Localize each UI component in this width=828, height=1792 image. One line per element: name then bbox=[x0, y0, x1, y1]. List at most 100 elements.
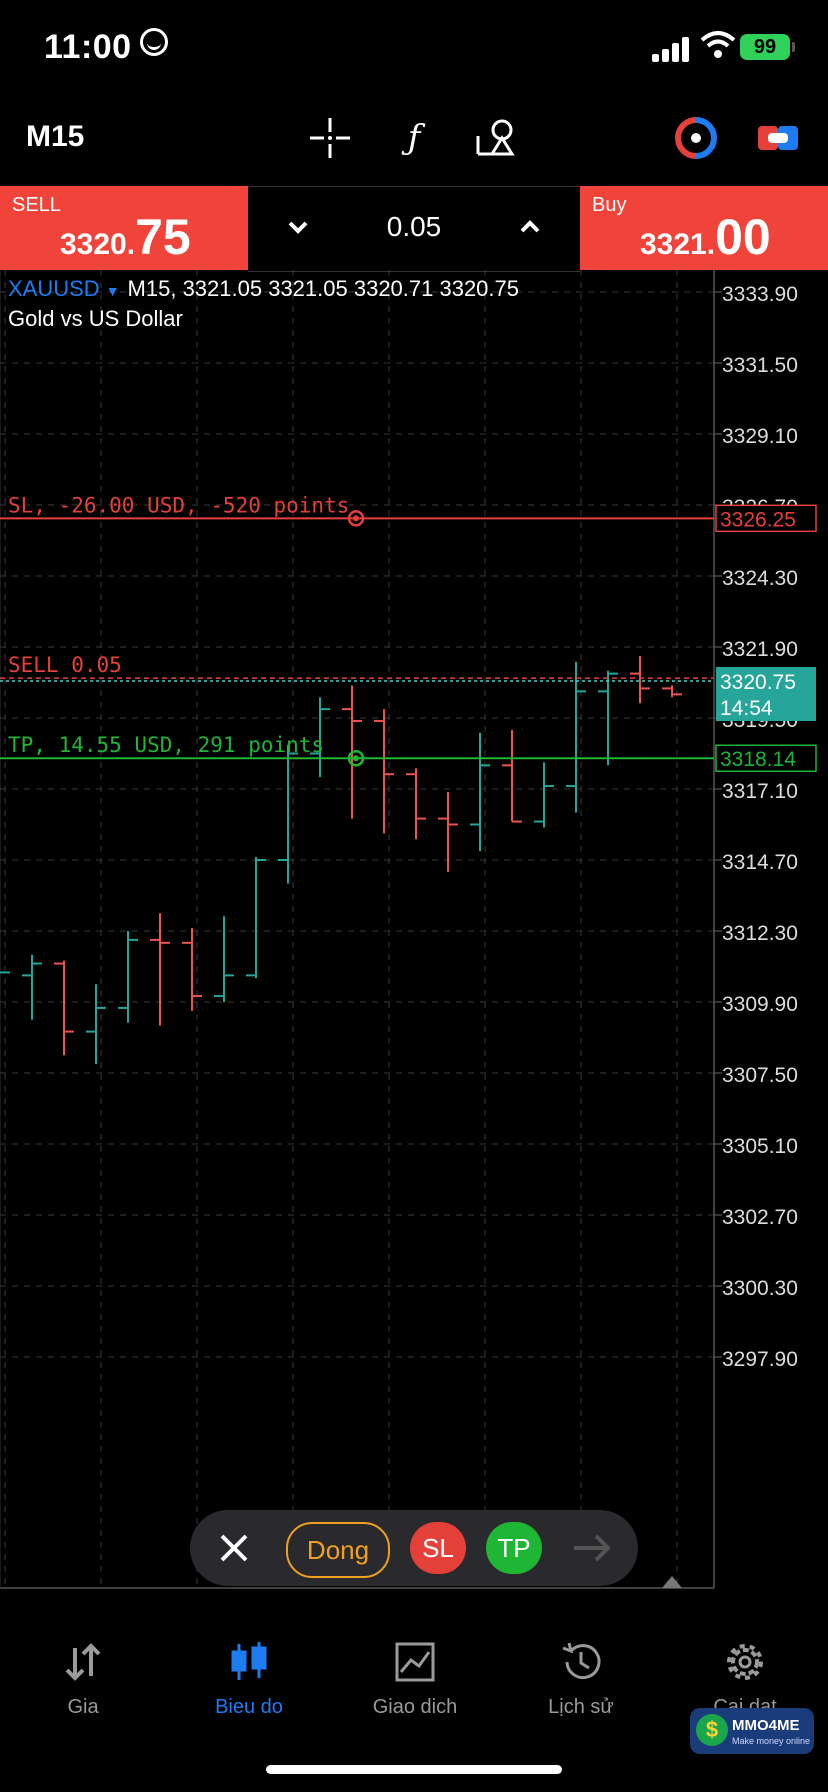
crosshair-icon[interactable] bbox=[308, 116, 352, 160]
buy-button[interactable]: Buy 3321.00 bbox=[580, 186, 828, 270]
logo-subtitle: Make money online bbox=[732, 1736, 811, 1746]
nav-label: Bieu do bbox=[215, 1696, 283, 1718]
indicators-icon[interactable]: ƒ bbox=[407, 118, 421, 158]
objects-icon[interactable] bbox=[474, 116, 518, 160]
sl-price-box bbox=[715, 504, 817, 533]
sl-handle-icon bbox=[347, 510, 365, 527]
y-tick-label: 3331.50 bbox=[722, 354, 798, 377]
tp-handle-icon bbox=[347, 749, 365, 767]
wifi-icon bbox=[700, 30, 736, 62]
sl-button[interactable]: SL bbox=[410, 1522, 466, 1574]
battery-icon: 99 bbox=[740, 34, 795, 60]
price-chart[interactable]: 3333.903331.503329.103326.703324.303321.… bbox=[0, 270, 828, 1620]
price-bar bbox=[406, 768, 426, 840]
price-bar bbox=[54, 960, 74, 1056]
chart-symbol-line: XAUUSD ▼ M15, 3321.05 3321.05 3320.71 3320… bbox=[8, 276, 519, 302]
home-indicator[interactable] bbox=[266, 1765, 562, 1774]
price-bar bbox=[22, 954, 42, 1020]
nav-chart[interactable]: Bieu do bbox=[166, 1640, 332, 1719]
y-tick-label: 3333.90 bbox=[722, 283, 798, 306]
price-bar bbox=[182, 928, 202, 1011]
nav-label: Lịch sử bbox=[548, 1696, 614, 1718]
symbol-name[interactable]: XAUUSD bbox=[8, 276, 100, 301]
trade-panel-icon[interactable] bbox=[756, 116, 800, 160]
nav-label: Gia bbox=[67, 1696, 99, 1718]
ohlc-values: M15, 3321.05 3321.05 3320.71 3320.75 bbox=[127, 276, 520, 301]
history-icon bbox=[562, 1642, 601, 1680]
nav-label: Giao dich bbox=[372, 1696, 458, 1718]
tp-price-label: 3318.14 bbox=[720, 748, 796, 771]
price-bar bbox=[310, 697, 330, 778]
emoji-icon bbox=[139, 28, 168, 56]
status-time: 11:00 bbox=[44, 28, 168, 67]
caret-down-icon[interactable]: ▼ bbox=[105, 283, 120, 299]
order-action-bar: Dong SL TP bbox=[190, 1510, 638, 1586]
one-click-trading-icon[interactable] bbox=[674, 116, 718, 160]
buy-label: Buy bbox=[592, 194, 627, 216]
arrow-right-icon[interactable] bbox=[566, 1522, 618, 1574]
price-bar bbox=[566, 661, 586, 813]
y-tick-label: 3307.50 bbox=[722, 1064, 798, 1087]
bid-price-tag bbox=[716, 667, 816, 722]
close-position-button[interactable]: Dong bbox=[286, 1522, 390, 1578]
y-tick-label: 3302.70 bbox=[722, 1206, 798, 1229]
volume-value[interactable]: 0.05 bbox=[386, 211, 442, 242]
price-bar bbox=[150, 913, 170, 1026]
nav-history[interactable]: Lịch sử bbox=[498, 1640, 664, 1719]
chevron-up-icon[interactable] bbox=[512, 207, 548, 247]
sell-order-label: SELL 0.05 bbox=[8, 653, 122, 677]
tp-button[interactable]: TP bbox=[486, 1522, 542, 1574]
price-bar bbox=[630, 655, 650, 704]
price-bar bbox=[598, 670, 618, 766]
candles-icon bbox=[231, 1642, 267, 1680]
sell-label: SELL bbox=[12, 194, 61, 216]
price-bar bbox=[502, 729, 522, 823]
y-tick-label: 3309.90 bbox=[722, 993, 798, 1016]
dollar-icon: $ bbox=[696, 1714, 728, 1746]
price-bar bbox=[662, 685, 682, 698]
price-bar bbox=[214, 916, 234, 1002]
cellular-signal-icon bbox=[652, 36, 692, 62]
tp-handle-dot bbox=[353, 755, 359, 762]
chart-shift-icon bbox=[662, 1576, 682, 1588]
mmo4me-logo: $ MMO4ME Make money online bbox=[690, 1708, 814, 1754]
sell-price: 3320.75 bbox=[60, 209, 191, 265]
close-icon[interactable] bbox=[208, 1522, 260, 1574]
y-tick-label: 3297.90 bbox=[722, 1348, 798, 1371]
price-bar bbox=[118, 931, 138, 1023]
price-bar bbox=[86, 984, 106, 1065]
y-tick-label: 3324.30 bbox=[722, 567, 798, 590]
price-bar bbox=[438, 791, 458, 872]
y-tick-label: 3321.90 bbox=[722, 638, 798, 661]
tp-label: TP, 14.55 USD, 291 points bbox=[8, 733, 324, 757]
logo-title: MMO4ME bbox=[732, 1717, 800, 1734]
chart-line-icon bbox=[395, 1642, 435, 1682]
y-tick-label: 3305.10 bbox=[722, 1135, 798, 1158]
price-bar bbox=[374, 709, 394, 834]
timeframe-selector[interactable]: M15 bbox=[26, 120, 85, 153]
bar-countdown: 14:54 bbox=[720, 697, 773, 720]
sl-label: SL, -26.00 USD, -520 points bbox=[8, 493, 349, 517]
chart-canvas[interactable]: 3333.903331.503329.103326.703324.303321.… bbox=[0, 270, 828, 1620]
arrows-updown-icon bbox=[65, 1643, 101, 1681]
price-bar bbox=[246, 857, 266, 979]
bid-price-label: 3320.75 bbox=[720, 671, 796, 694]
price-bar bbox=[278, 744, 298, 884]
nav-trade[interactable]: Giao dich bbox=[332, 1640, 498, 1719]
price-bar bbox=[534, 762, 554, 828]
sl-handle-dot bbox=[353, 515, 359, 522]
tp-price-box bbox=[715, 744, 817, 772]
price-bar bbox=[470, 732, 490, 852]
y-tick-label: 3329.10 bbox=[722, 425, 798, 448]
sell-button[interactable]: SELL 3320.75 bbox=[0, 186, 248, 270]
nav-quotes[interactable]: Gia bbox=[0, 1640, 166, 1719]
y-tick-label: 3314.70 bbox=[722, 851, 798, 874]
chevron-down-icon[interactable] bbox=[280, 207, 316, 247]
y-tick-label: 3300.30 bbox=[722, 1277, 798, 1300]
y-tick-label: 3312.30 bbox=[722, 922, 798, 945]
sl-price-label: 3326.25 bbox=[720, 508, 796, 531]
volume-control: 0.05 bbox=[248, 186, 580, 272]
symbol-description: Gold vs US Dollar bbox=[8, 306, 183, 331]
buy-price: 3321.00 bbox=[640, 209, 771, 265]
y-tick-label: 3317.10 bbox=[722, 780, 798, 803]
